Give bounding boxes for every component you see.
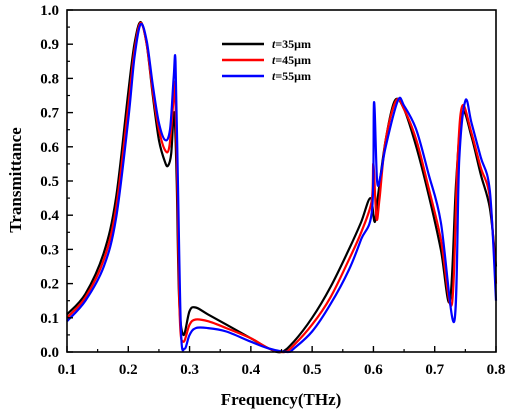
y-tick-label: 0.5	[40, 174, 59, 190]
x-tick-label: 0.8	[487, 362, 506, 378]
y-tick-label: 0.8	[40, 71, 59, 87]
y-tick-label: 1.0	[40, 3, 59, 19]
x-tick-label: 0.6	[364, 362, 383, 378]
legend-label-3: t=55μm	[272, 69, 311, 83]
axes-layer: 0.1 0.2 0.3 0.4 0.5 0.6 0.7 0.80.00.10.20.30.40…	[40, 3, 505, 378]
y-axis-title: Transmittance	[6, 127, 25, 233]
y-tick-label: 0.3	[40, 242, 59, 258]
legend: t=35μm t=45μm t=55μm	[222, 37, 311, 83]
x-tick-label: 0.5	[303, 362, 322, 378]
y-tick-label: 0.9	[40, 37, 59, 53]
y-tick-label: 0.6	[40, 140, 59, 156]
x-tick-label: 0.1	[58, 362, 77, 378]
legend-label-1: t=35μm	[272, 37, 311, 51]
x-tick-label: 0.2	[119, 362, 138, 378]
x-tick-label: 0.7	[425, 362, 444, 378]
x-axis-title: Frequency(THz)	[221, 390, 342, 409]
y-tick-label: 0.1	[40, 311, 59, 327]
y-tick-label: 0.7	[40, 106, 59, 122]
y-tick-label: 0.2	[40, 277, 59, 293]
x-tick-label: 0.3	[180, 362, 199, 378]
y-tick-label: 0.4	[40, 208, 59, 224]
x-tick-label: 0.4	[241, 362, 260, 378]
y-tick-label: 0.0	[40, 345, 59, 361]
legend-label-2: t=45μm	[272, 53, 311, 67]
